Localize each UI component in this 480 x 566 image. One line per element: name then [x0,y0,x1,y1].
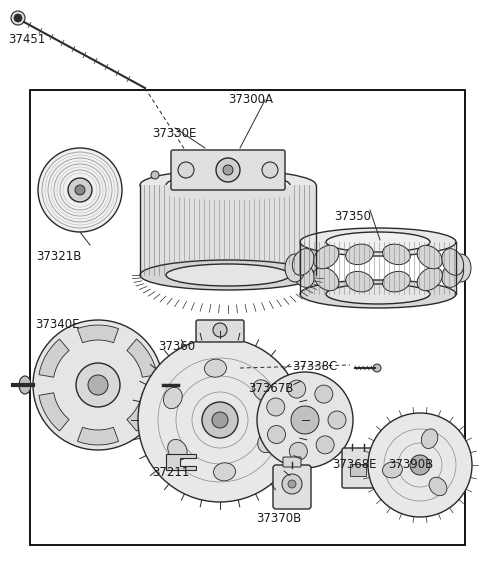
Ellipse shape [421,429,438,448]
Polygon shape [77,325,119,343]
Circle shape [68,178,92,202]
Ellipse shape [258,431,276,453]
Ellipse shape [19,376,31,394]
Text: 37370B: 37370B [256,512,301,525]
Ellipse shape [253,380,272,401]
Bar [350,464,366,476]
Circle shape [373,364,381,372]
Circle shape [267,426,286,444]
Bar [30,90,465,545]
Ellipse shape [300,280,456,308]
FancyBboxPatch shape [171,150,285,190]
Ellipse shape [166,377,176,393]
Circle shape [14,14,22,22]
Ellipse shape [417,245,443,269]
Circle shape [33,320,163,450]
Circle shape [291,406,319,434]
Ellipse shape [300,228,456,256]
Ellipse shape [442,261,464,288]
Circle shape [289,442,307,460]
Ellipse shape [38,148,122,232]
Circle shape [328,411,346,429]
Ellipse shape [166,264,290,286]
Circle shape [178,162,194,178]
Text: 37330E: 37330E [152,127,196,140]
Ellipse shape [292,261,314,288]
Ellipse shape [166,174,290,196]
Circle shape [76,363,120,407]
FancyBboxPatch shape [196,320,244,342]
Circle shape [11,11,25,25]
Ellipse shape [417,267,443,291]
Text: 37451: 37451 [8,33,45,46]
Ellipse shape [204,359,227,377]
Circle shape [267,398,285,416]
Ellipse shape [285,254,305,282]
Ellipse shape [313,267,339,291]
Ellipse shape [383,272,410,292]
Polygon shape [127,393,157,431]
Polygon shape [127,339,157,377]
Ellipse shape [326,232,430,252]
Circle shape [282,474,302,494]
Text: 37338C: 37338C [292,360,337,373]
Ellipse shape [451,254,471,282]
Circle shape [138,338,302,502]
Ellipse shape [442,248,464,275]
Ellipse shape [313,245,339,269]
Text: 37360: 37360 [158,340,195,353]
Circle shape [88,375,108,395]
Circle shape [262,162,278,178]
Ellipse shape [346,272,373,292]
Circle shape [316,436,334,454]
Text: 37368E: 37368E [332,458,376,471]
Ellipse shape [140,170,316,200]
Circle shape [288,480,296,488]
Text: 37367B: 37367B [248,382,293,395]
Text: 37300A: 37300A [228,93,273,106]
Ellipse shape [383,462,402,478]
Ellipse shape [164,387,182,409]
Circle shape [368,413,472,517]
Circle shape [216,158,240,182]
Polygon shape [77,427,119,445]
Ellipse shape [168,439,187,460]
Circle shape [223,165,233,175]
Polygon shape [39,339,69,377]
Circle shape [410,455,430,475]
Polygon shape [39,393,69,431]
Ellipse shape [214,463,236,481]
Text: 37211: 37211 [152,466,190,479]
Text: 37390B: 37390B [388,458,433,471]
Circle shape [75,185,85,195]
Ellipse shape [429,477,447,496]
Text: 37321B: 37321B [36,250,82,263]
Circle shape [151,171,159,179]
Circle shape [202,402,238,438]
FancyBboxPatch shape [342,448,374,488]
Circle shape [288,380,306,398]
Ellipse shape [346,244,373,264]
Circle shape [212,412,228,428]
Circle shape [315,385,333,403]
Ellipse shape [292,248,314,275]
Bar [140,185,316,275]
Ellipse shape [140,260,316,290]
Ellipse shape [326,284,430,304]
FancyBboxPatch shape [283,457,301,467]
Text: 37340E: 37340E [35,318,80,331]
Circle shape [257,372,353,468]
Text: 37350: 37350 [334,210,371,223]
Circle shape [213,323,227,337]
FancyBboxPatch shape [273,465,311,509]
Ellipse shape [383,244,410,264]
Polygon shape [166,454,196,470]
